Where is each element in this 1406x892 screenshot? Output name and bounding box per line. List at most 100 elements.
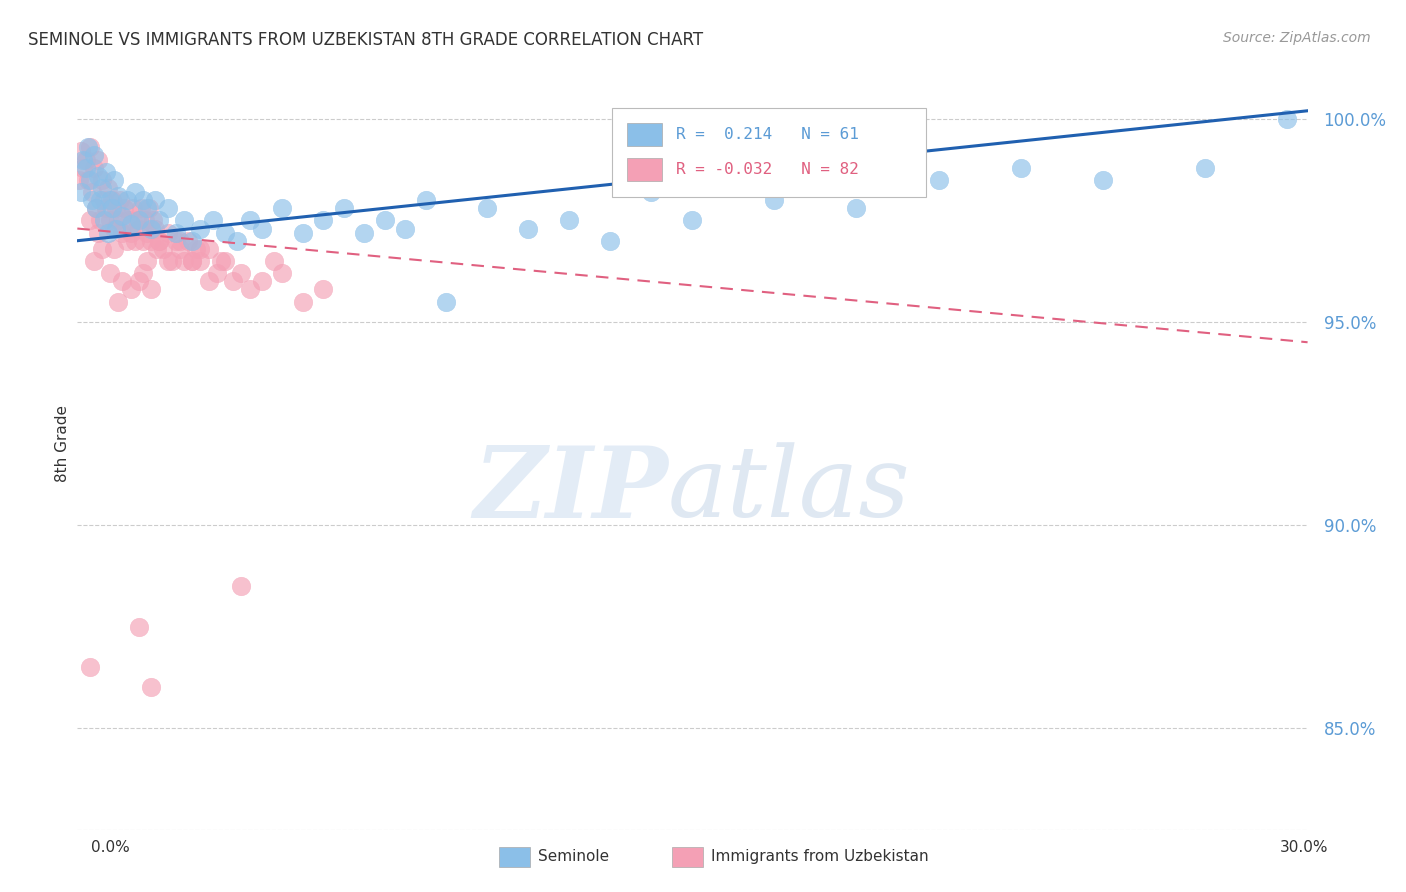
Point bbox=[98, 266, 121, 280]
Point bbox=[436, 294, 458, 309]
Point bbox=[83, 148, 105, 162]
Text: R = -0.032   N = 82: R = -0.032 N = 82 bbox=[676, 162, 859, 178]
Text: 30.0%: 30.0% bbox=[1281, 840, 1329, 855]
Point bbox=[138, 201, 160, 215]
Point bbox=[120, 282, 142, 296]
Text: 0.0%: 0.0% bbox=[91, 840, 131, 855]
Point bbox=[98, 213, 121, 227]
Point bbox=[107, 189, 129, 203]
Point bbox=[94, 164, 117, 178]
Point bbox=[103, 173, 125, 187]
Point bbox=[156, 201, 179, 215]
Text: Immigrants from Uzbekistan: Immigrants from Uzbekistan bbox=[711, 849, 929, 863]
Point bbox=[80, 185, 103, 199]
Point bbox=[125, 213, 148, 227]
Point bbox=[136, 254, 159, 268]
Point bbox=[90, 242, 114, 256]
Point bbox=[188, 254, 212, 268]
Point bbox=[124, 234, 146, 248]
Point bbox=[1010, 161, 1032, 175]
Point bbox=[197, 274, 219, 288]
Point bbox=[312, 213, 335, 227]
Point bbox=[222, 274, 245, 288]
Point bbox=[84, 201, 107, 215]
Point bbox=[79, 660, 101, 674]
Point bbox=[271, 201, 294, 215]
Text: atlas: atlas bbox=[668, 442, 911, 538]
Point bbox=[477, 201, 499, 215]
Point bbox=[177, 234, 200, 248]
Point bbox=[239, 213, 262, 227]
Point bbox=[111, 226, 134, 240]
Point bbox=[75, 153, 97, 167]
Point bbox=[169, 234, 191, 248]
Point bbox=[76, 173, 98, 187]
Point bbox=[165, 234, 187, 248]
Point bbox=[107, 294, 129, 309]
Point bbox=[291, 294, 314, 309]
Point bbox=[599, 234, 621, 248]
Point bbox=[97, 181, 120, 195]
Point bbox=[186, 242, 208, 256]
Point bbox=[1275, 112, 1298, 126]
Point bbox=[201, 213, 224, 227]
Point bbox=[394, 221, 416, 235]
Point bbox=[94, 201, 117, 215]
Point bbox=[231, 579, 253, 593]
Point bbox=[250, 274, 273, 288]
Point bbox=[90, 173, 114, 187]
Point bbox=[148, 213, 170, 227]
Point bbox=[67, 173, 90, 187]
Point bbox=[110, 193, 132, 207]
Point bbox=[173, 213, 195, 227]
Point bbox=[214, 226, 236, 240]
Point bbox=[148, 234, 170, 248]
Point bbox=[146, 242, 169, 256]
Point bbox=[134, 213, 156, 227]
Point bbox=[79, 213, 101, 227]
Point bbox=[101, 193, 124, 207]
Point bbox=[76, 140, 98, 154]
Text: SEMINOLE VS IMMIGRANTS FROM UZBEKISTAN 8TH GRADE CORRELATION CHART: SEMINOLE VS IMMIGRANTS FROM UZBEKISTAN 8… bbox=[28, 31, 703, 49]
Point bbox=[111, 274, 134, 288]
Point bbox=[353, 226, 375, 240]
Point bbox=[83, 161, 105, 175]
Point bbox=[120, 226, 142, 240]
Point bbox=[152, 242, 174, 256]
Point bbox=[142, 213, 165, 227]
Point bbox=[333, 201, 356, 215]
Point bbox=[97, 226, 120, 240]
Point bbox=[205, 266, 228, 280]
Point bbox=[107, 213, 129, 227]
Point bbox=[517, 221, 540, 235]
Point bbox=[75, 161, 97, 175]
Point bbox=[105, 201, 128, 215]
Point bbox=[128, 274, 150, 288]
Y-axis label: 8th Grade: 8th Grade bbox=[55, 405, 70, 483]
Point bbox=[141, 221, 163, 235]
Point bbox=[111, 210, 134, 224]
Point bbox=[120, 218, 142, 232]
Point bbox=[124, 185, 146, 199]
Point bbox=[141, 234, 163, 248]
Point bbox=[103, 221, 125, 235]
Point bbox=[181, 254, 204, 268]
Point bbox=[558, 213, 581, 227]
Point bbox=[226, 234, 249, 248]
Point bbox=[156, 226, 179, 240]
Point bbox=[72, 153, 94, 167]
Point bbox=[160, 254, 183, 268]
Point bbox=[188, 221, 212, 235]
Point bbox=[845, 201, 868, 215]
Point bbox=[93, 213, 115, 227]
Point bbox=[263, 254, 285, 268]
Point bbox=[209, 254, 232, 268]
Text: R =  0.214   N = 61: R = 0.214 N = 61 bbox=[676, 127, 859, 142]
Point bbox=[640, 185, 662, 199]
Point bbox=[70, 145, 93, 159]
Point bbox=[80, 193, 103, 207]
Text: Source: ZipAtlas.com: Source: ZipAtlas.com bbox=[1223, 31, 1371, 45]
Point bbox=[121, 201, 143, 215]
Point bbox=[83, 254, 105, 268]
Point bbox=[84, 201, 107, 215]
